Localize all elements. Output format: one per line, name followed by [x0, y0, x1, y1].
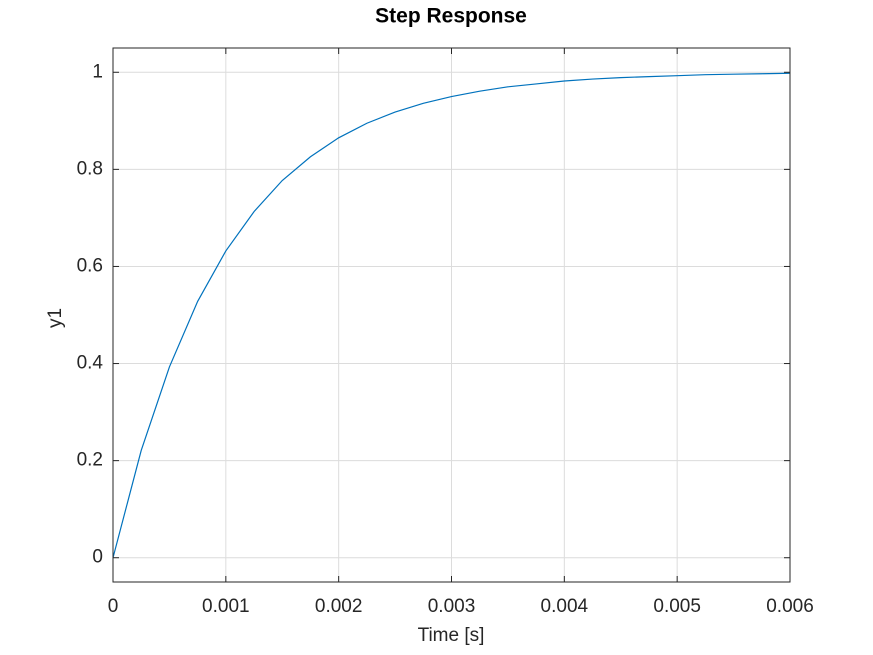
y-tick-label: 0.4 [77, 353, 104, 374]
y-axis-label: y1 [45, 308, 66, 328]
x-tick-label: 0.002 [315, 596, 363, 617]
x-tick-label: 0.003 [428, 596, 476, 617]
line-series [112, 72, 791, 558]
ticks: 0 0.001 0.002 0.003 0.004 0.005 0.006 0 0.2 0.4 0.… [77, 48, 814, 617]
y-tick-label: 0 [92, 547, 103, 568]
chart-title: Step Response [375, 5, 527, 28]
y-tick-label: 0.8 [77, 158, 103, 179]
grid [112, 48, 791, 582]
x-tick-label: 0.005 [653, 596, 701, 617]
y-tick-label: 0.2 [77, 450, 103, 471]
plot [112, 72, 791, 558]
x-axis-label: Time [s] [418, 625, 485, 646]
y-tick-label: 0.6 [77, 255, 103, 276]
x-tick-label: 0.004 [541, 596, 589, 617]
x-tick-label: 0.006 [766, 596, 814, 617]
y-tick-label: 1 [92, 61, 103, 82]
x-tick-label: 0 [108, 596, 119, 617]
x-tick-label: 0.001 [202, 596, 250, 617]
